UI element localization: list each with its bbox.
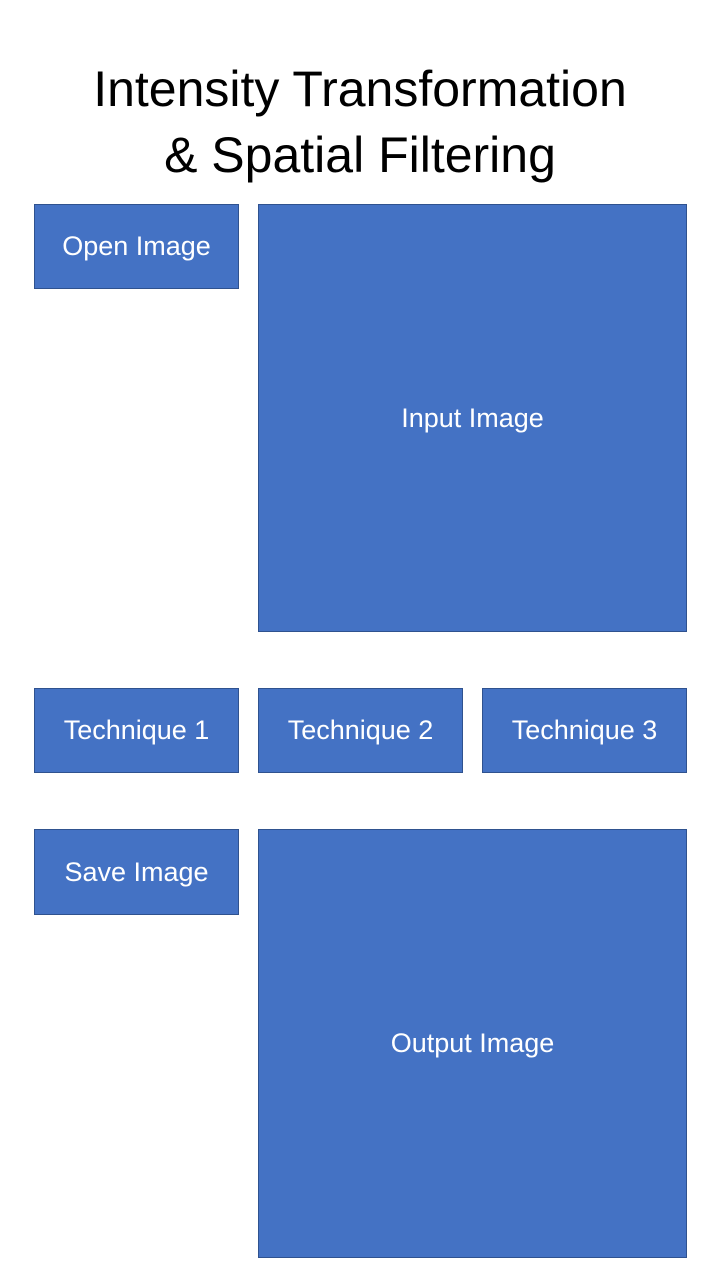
technique-2-button[interactable]: Technique 2: [258, 688, 463, 773]
input-image-label: Input Image: [401, 402, 544, 433]
page-title: Intensity Transformation & Spatial Filte…: [0, 56, 720, 188]
page-title-line-2: & Spatial Filtering: [164, 127, 556, 183]
output-image-panel: Output Image: [258, 829, 687, 1258]
input-image-panel: Input Image: [258, 204, 687, 632]
open-image-button[interactable]: Open Image: [34, 204, 239, 289]
save-image-button[interactable]: Save Image: [34, 829, 239, 915]
technique-1-button[interactable]: Technique 1: [34, 688, 239, 773]
output-image-label: Output Image: [390, 1028, 555, 1058]
page-title-line-1: Intensity Transformation: [93, 61, 627, 117]
technique-3-button[interactable]: Technique 3: [482, 688, 687, 773]
